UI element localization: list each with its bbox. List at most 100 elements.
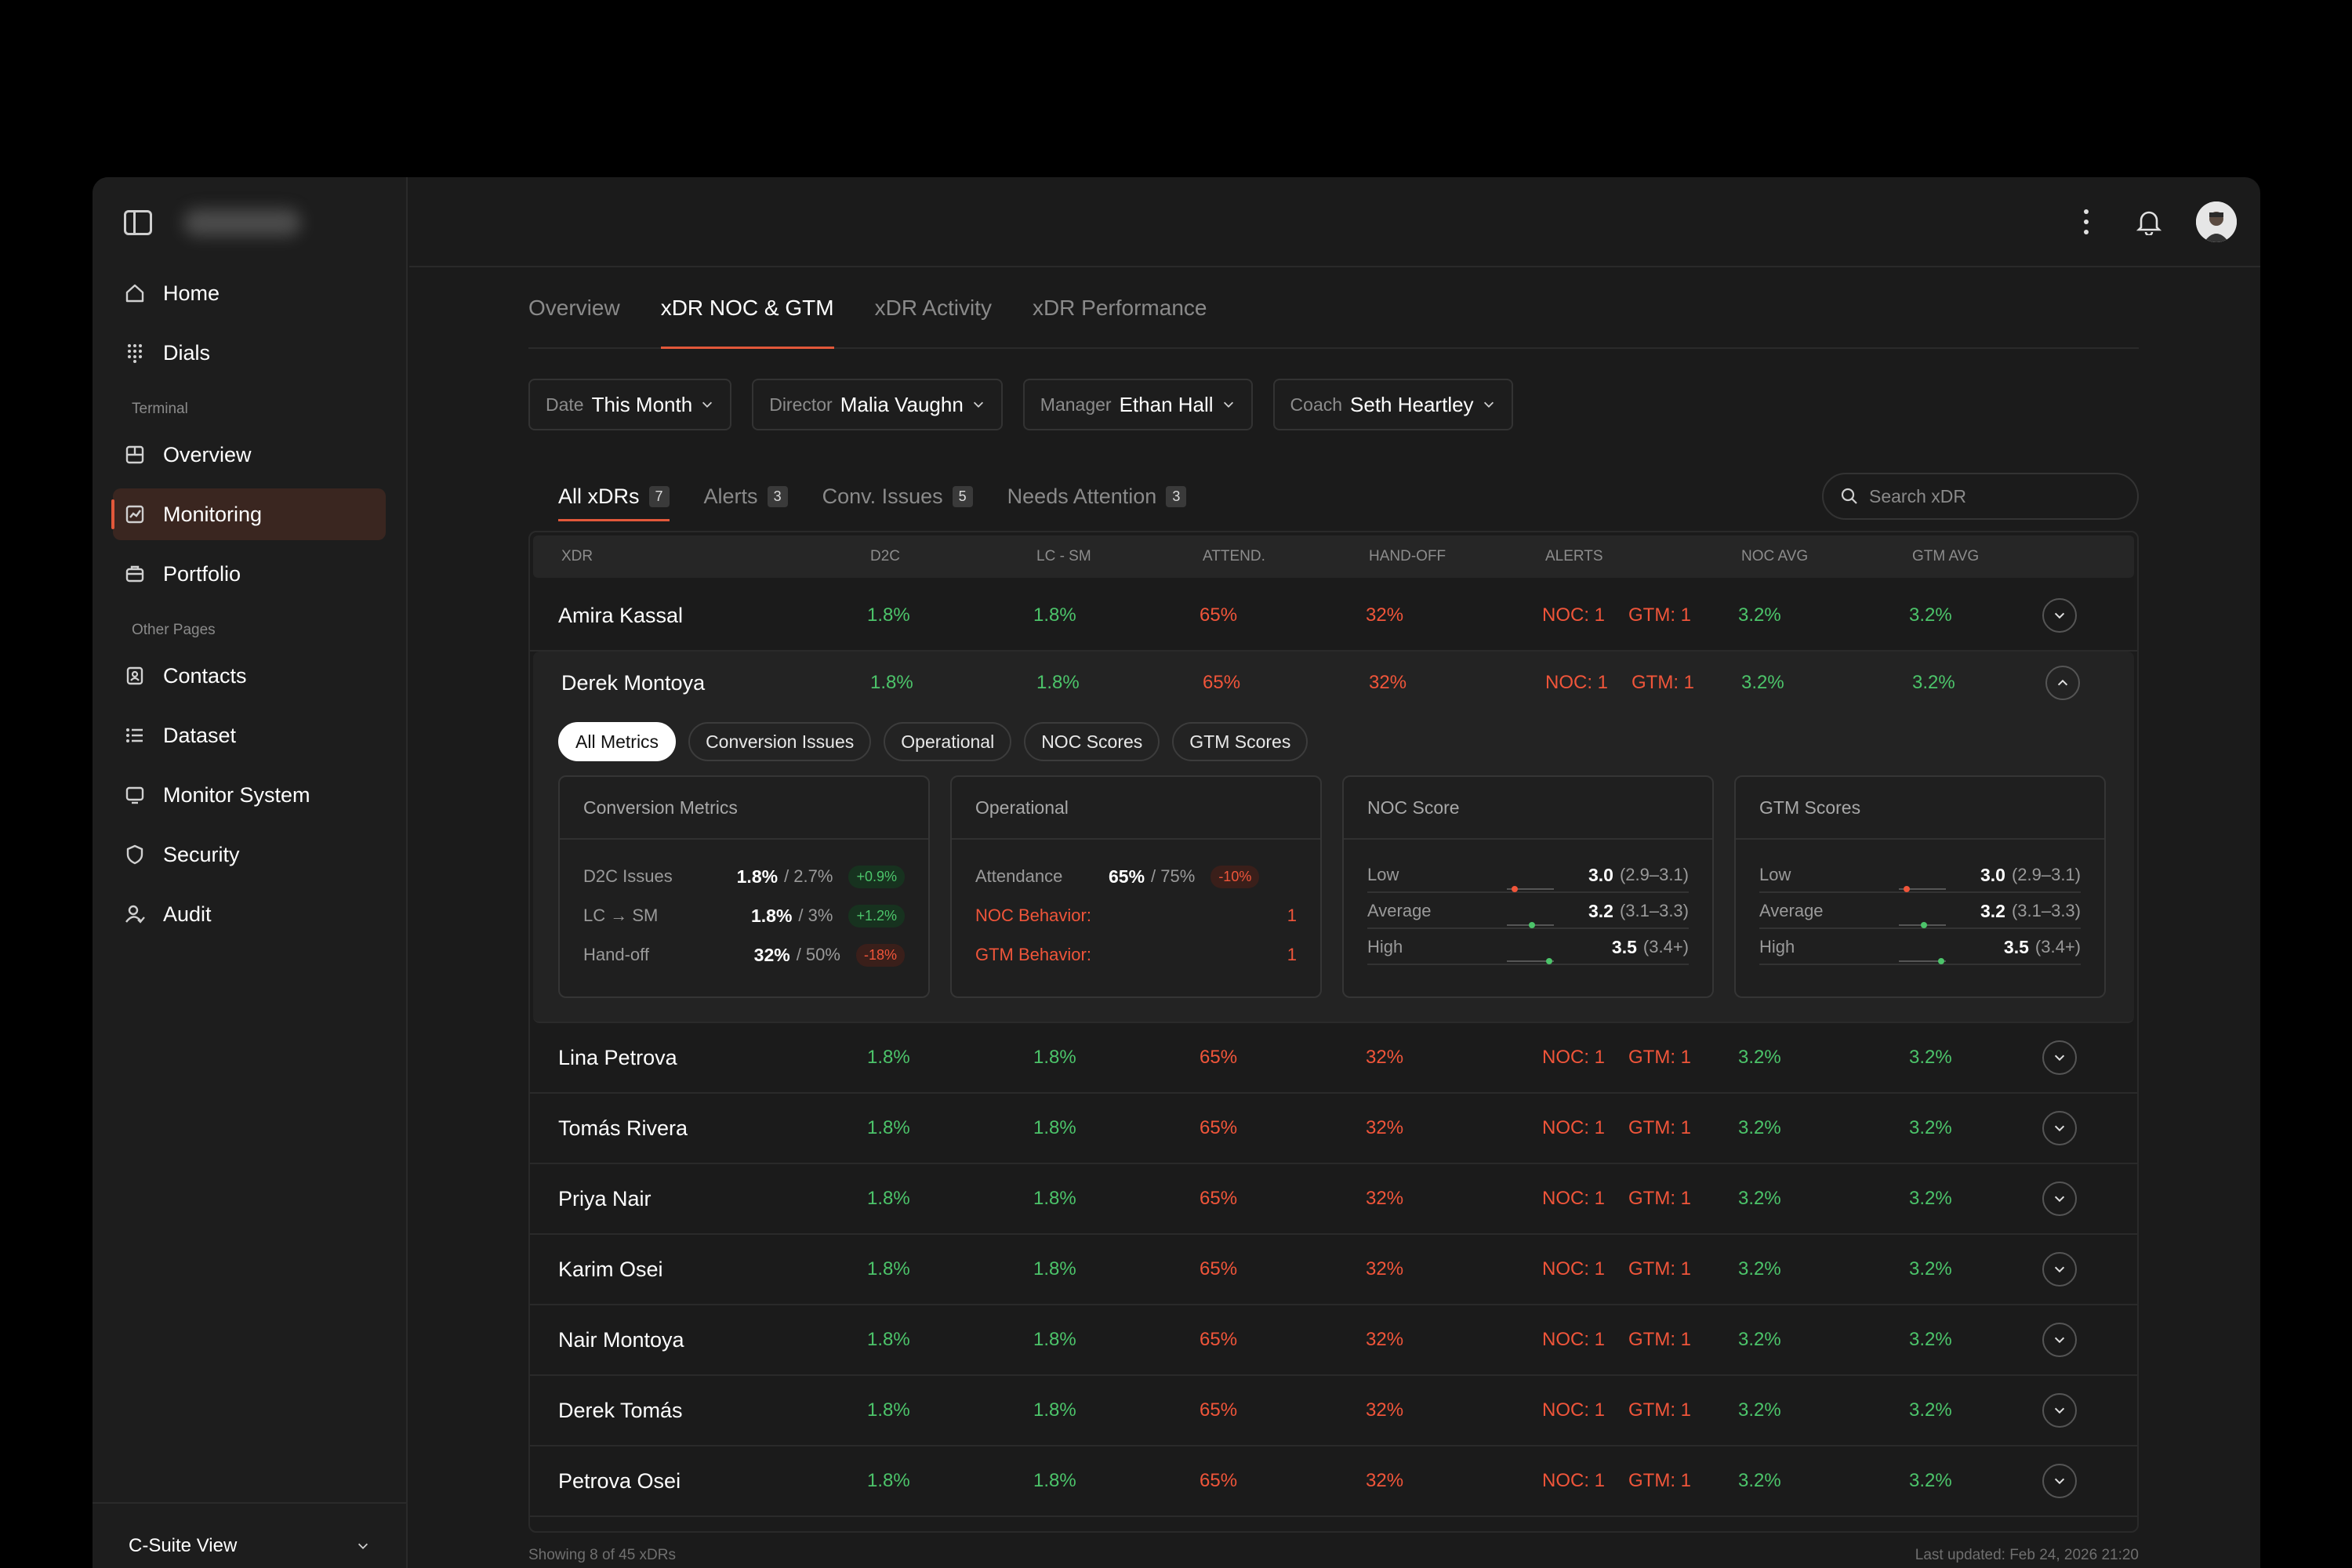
more-options-icon[interactable] xyxy=(2071,206,2102,238)
table-row[interactable]: Derek Tomás 1.8% 1.8% 65% 32% NOC: 1 GTM: 1 3.2… xyxy=(530,1376,2137,1446)
xdr-name[interactable]: Karim Osei xyxy=(558,1257,663,1281)
xdr-name[interactable]: Nair Montoya xyxy=(558,1327,684,1352)
expand-row-button[interactable] xyxy=(2042,1181,2077,1216)
xdr-name[interactable]: Derek Montoya xyxy=(561,670,706,695)
filter-manager[interactable]: Manager Ethan Hall xyxy=(1022,379,1253,430)
xdr-name[interactable]: Lina Petrova xyxy=(558,1045,677,1069)
pill-all-metrics[interactable]: All Metrics xyxy=(558,722,677,761)
score-marker xyxy=(1921,922,1927,928)
metric-row: LC → SM 1.8% / 3% +1.2% xyxy=(583,896,905,935)
chevron-down-icon xyxy=(358,1543,368,1549)
subtab-alerts[interactable]: Alerts 3 xyxy=(704,471,788,521)
sidebar-item-overview[interactable]: Overview xyxy=(113,429,386,481)
score-row: Average 3.2 (3.1–3.3) xyxy=(1759,893,2081,929)
sidebar-toggle-icon[interactable] xyxy=(124,209,152,235)
column-header-lc-sm: LC - SM xyxy=(1036,548,1091,564)
d2c-value: 1.8% xyxy=(870,672,913,693)
gtm-alert: GTM: 1 xyxy=(1628,1117,1692,1138)
score-label: Average xyxy=(1759,901,1824,920)
count-badge: 3 xyxy=(1166,485,1187,507)
tab-xdr-activity[interactable]: xDR Activity xyxy=(874,296,992,320)
view-switcher[interactable]: C-Suite View xyxy=(93,1502,406,1568)
pill-conversion-issues[interactable]: Conversion Issues xyxy=(688,722,872,761)
score-track xyxy=(1899,958,1946,964)
noc-alert: NOC: 1 xyxy=(1542,1258,1606,1279)
search-box[interactable] xyxy=(1822,473,2139,520)
score-label: Low xyxy=(1367,865,1399,884)
bell-icon[interactable] xyxy=(2133,206,2165,238)
subtab-needs-attention[interactable]: Needs Attention 3 xyxy=(1007,471,1187,521)
tab-overview[interactable]: Overview xyxy=(528,296,620,320)
gtm-avg-value: 3.2% xyxy=(1909,1329,1952,1350)
score-value: 3.0 xyxy=(1980,864,2005,885)
topbar xyxy=(409,177,2260,267)
tab-xdr-noc-gtm[interactable]: xDR NOC & GTM xyxy=(660,296,834,349)
metric-row: NOC Behavior: 1 xyxy=(975,896,1297,935)
sidebar-item-contacts[interactable]: Contacts xyxy=(113,650,386,702)
contact-icon xyxy=(124,665,146,687)
filter-date[interactable]: Date This Month xyxy=(528,379,732,430)
metric-cards: Conversion Metrics D2C Issues 1.8%/ 2.7% +0… xyxy=(533,775,2134,1017)
xdr-name[interactable]: Priya Nair xyxy=(558,1186,652,1210)
showing-count: Showing 8 of 45 xDRs xyxy=(528,1547,676,1563)
d2c-value: 1.8% xyxy=(867,1399,910,1421)
sidebar-item-label: Contacts xyxy=(163,663,247,688)
chevron-down-icon xyxy=(2054,1054,2065,1062)
pill-noc-scores[interactable]: NOC Scores xyxy=(1024,722,1160,761)
handoff-value: 32% xyxy=(1366,604,1404,626)
noc-alert: NOC: 1 xyxy=(1545,672,1609,693)
search-input[interactable] xyxy=(1869,485,2120,507)
expand-row-button[interactable] xyxy=(2042,1464,2077,1498)
xdr-name[interactable]: Petrova Osei xyxy=(558,1468,681,1493)
sidebar-item-monitoring[interactable]: Monitoring xyxy=(111,488,386,540)
score-divider xyxy=(1367,964,1689,965)
expand-row-button[interactable] xyxy=(2042,1111,2077,1145)
subtab-all-xdrs[interactable]: All xDRs 7 xyxy=(558,471,670,521)
table-row[interactable]: Tomás Rivera 1.8% 1.8% 65% 32% NOC: 1 GTM: 1 3.… xyxy=(530,1094,2137,1164)
sidebar-item-audit[interactable]: Audit xyxy=(113,888,386,940)
table-row[interactable]: Derek Montoya 1.8% 1.8% 65% 32% NOC: 1 GTM: 1 3… xyxy=(533,652,2134,714)
table-row[interactable]: Nair Montoya 1.8% 1.8% 65% 32% NOC: 1 GTM: 1 3.… xyxy=(530,1305,2137,1376)
sidebar-item-monitor-system[interactable]: Monitor System xyxy=(113,769,386,821)
expand-row-button[interactable] xyxy=(2042,1252,2077,1287)
content: Overview xDR NOC & GTM xDR Activity xDR Per… xyxy=(528,267,2139,1564)
filter-coach[interactable]: Coach Seth Heartley xyxy=(1272,379,1513,430)
noc-avg-value: 3.2% xyxy=(1738,1399,1781,1421)
xdr-name[interactable]: Tomás Rivera xyxy=(558,1116,688,1140)
subtab-conv-issues[interactable]: Conv. Issues 5 xyxy=(822,471,973,521)
table-row[interactable]: Karim Osei 1.8% 1.8% 65% 32% NOC: 1 GTM: 1 3.2%… xyxy=(530,1235,2137,1305)
table-row[interactable]: Priya Nair 1.8% 1.8% 65% 32% NOC: 1 GTM: 1 3.2%… xyxy=(530,1164,2137,1235)
sidebar-item-dials[interactable]: Dials xyxy=(113,327,386,379)
sidebar-item-home[interactable]: Home xyxy=(113,267,386,319)
sidebar-item-dataset[interactable]: Dataset xyxy=(113,710,386,761)
filter-director[interactable]: Director Malia Vaughn xyxy=(752,379,1003,430)
noc-avg-value: 3.2% xyxy=(1738,1470,1781,1491)
expand-row-button[interactable] xyxy=(2042,1040,2077,1075)
sidebar-item-portfolio[interactable]: Portfolio xyxy=(113,548,386,600)
pill-operational[interactable]: Operational xyxy=(884,722,1012,761)
gtm-avg-value: 3.2% xyxy=(1909,1399,1952,1421)
d2c-value: 1.8% xyxy=(867,1188,910,1209)
table-row[interactable]: Amira Kassal 1.8% 1.8% 65% 32% NOC: 1 GTM: 1 3.… xyxy=(530,581,2137,652)
d2c-value: 1.8% xyxy=(867,1329,910,1350)
attendance-value: 65% xyxy=(1200,1470,1238,1491)
table-row[interactable]: Petrova Osei 1.8% 1.8% 65% 32% NOC: 1 GTM: 1 3.… xyxy=(530,1446,2137,1517)
avatar[interactable] xyxy=(2196,201,2237,242)
card-title: Operational xyxy=(952,777,1320,840)
card-title: NOC Score xyxy=(1344,777,1712,840)
expand-row-button[interactable] xyxy=(2042,1323,2077,1357)
expand-row-button[interactable] xyxy=(2042,1393,2077,1428)
expand-row-button[interactable] xyxy=(2042,598,2077,633)
column-header-d2c: D2C xyxy=(870,548,901,564)
pill-gtm-scores[interactable]: GTM Scores xyxy=(1172,722,1308,761)
sidebar-item-label: Audit xyxy=(163,902,212,926)
sidebar-item-security[interactable]: Security xyxy=(113,829,386,880)
xdr-name[interactable]: Amira Kassal xyxy=(558,603,684,627)
xdr-name[interactable]: Derek Tomás xyxy=(558,1398,683,1422)
count-badge: 3 xyxy=(767,485,788,507)
table-row[interactable]: Lina Petrova 1.8% 1.8% 65% 32% NOC: 1 GTM: 1 3.… xyxy=(530,1023,2137,1094)
collapse-row-button[interactable] xyxy=(2045,666,2080,700)
tab-xdr-performance[interactable]: xDR Performance xyxy=(1032,296,1207,320)
score-track xyxy=(1507,958,1554,964)
chevron-down-icon xyxy=(1483,401,1494,408)
